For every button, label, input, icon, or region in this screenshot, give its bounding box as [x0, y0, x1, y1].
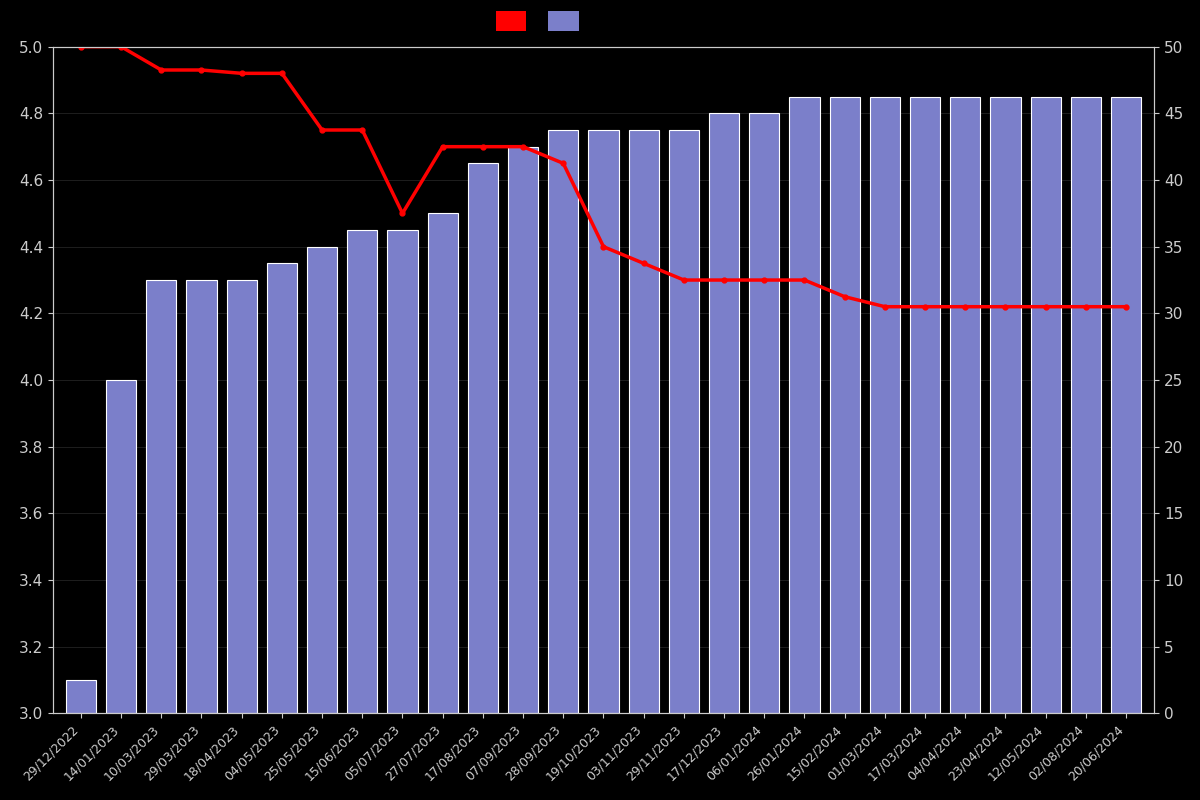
Bar [548, 130, 578, 714]
Bar [146, 280, 176, 714]
Bar [66, 680, 96, 714]
Bar [749, 114, 779, 714]
Bar [508, 146, 538, 714]
Bar [427, 214, 457, 714]
Bar [388, 230, 418, 714]
Bar [950, 97, 980, 714]
Bar [790, 97, 820, 714]
Bar [829, 97, 859, 714]
Bar [347, 230, 377, 714]
Legend: , : , [496, 11, 584, 30]
Bar [1031, 97, 1061, 714]
Bar [709, 114, 739, 714]
Bar [1111, 97, 1141, 714]
Bar [870, 97, 900, 714]
Bar [668, 130, 698, 714]
Bar [106, 380, 136, 714]
Bar [588, 130, 618, 714]
Bar [266, 263, 296, 714]
Bar [227, 280, 257, 714]
Bar [1070, 97, 1100, 714]
Bar [307, 246, 337, 714]
Bar [910, 97, 940, 714]
Bar [629, 130, 659, 714]
Bar [468, 163, 498, 714]
Bar [186, 280, 216, 714]
Bar [990, 97, 1020, 714]
